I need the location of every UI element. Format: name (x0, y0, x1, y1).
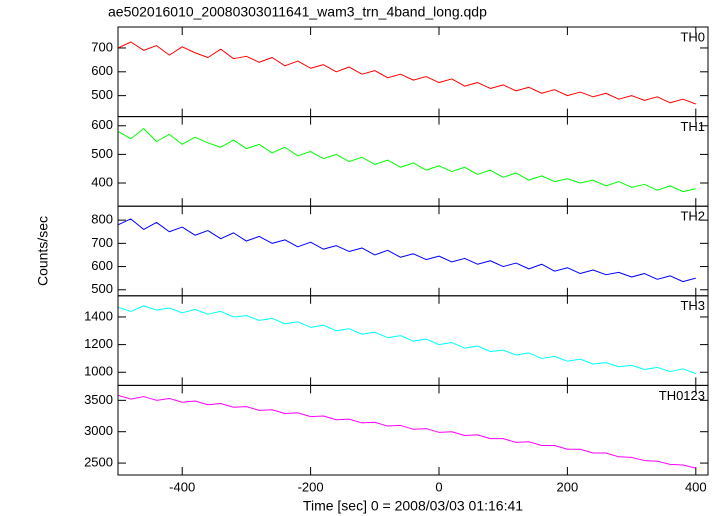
y-tick-label: 3000 (84, 423, 113, 438)
series-line (118, 41, 696, 105)
y-tick-label: 700 (91, 39, 113, 54)
x-tick-label: 0 (435, 479, 442, 494)
y-tick-label: 700 (91, 235, 113, 250)
panel-frame (117, 116, 709, 207)
y-tick-label: 600 (91, 258, 113, 273)
y-tick-label: 800 (91, 212, 113, 227)
x-tick-label: 200 (557, 479, 579, 494)
panel-label: TH0 (680, 29, 705, 44)
y-tick-label: 400 (91, 174, 113, 189)
y-tick-label: 1400 (84, 308, 113, 323)
series-line (118, 394, 696, 469)
panel-frame (117, 26, 709, 118)
panel-label: TH0123 (659, 388, 705, 403)
x-tick-label: 400 (685, 479, 707, 494)
y-tick-label: 500 (91, 87, 113, 102)
y-tick-label: 500 (91, 281, 113, 296)
series-line (118, 218, 696, 283)
series-line (118, 305, 696, 375)
series-line (118, 128, 696, 193)
panel-frame (117, 205, 709, 297)
panel-label: TH2 (680, 209, 705, 224)
y-tick-label: 3500 (84, 392, 113, 407)
y-tick-label: 1000 (84, 364, 113, 379)
y-tick-label: 600 (91, 63, 113, 78)
x-tick-label: -400 (169, 479, 195, 494)
panel-label: TH1 (680, 119, 705, 134)
y-tick-label: 2500 (84, 455, 113, 470)
chart-title: ae502016010_20080303011641_wam3_trn_4ban… (108, 4, 487, 20)
y-axis-label: Counts/sec (35, 216, 51, 286)
y-tick-label: 500 (91, 146, 113, 161)
x-axis-label: Time [sec] 0 = 2008/03/03 01:16:41 (303, 498, 523, 514)
y-tick-label: 1200 (84, 336, 113, 351)
panel-frame (117, 384, 709, 476)
panel-label: TH3 (680, 298, 705, 313)
y-tick-label: 600 (91, 117, 113, 132)
x-tick-label: -200 (298, 479, 324, 494)
